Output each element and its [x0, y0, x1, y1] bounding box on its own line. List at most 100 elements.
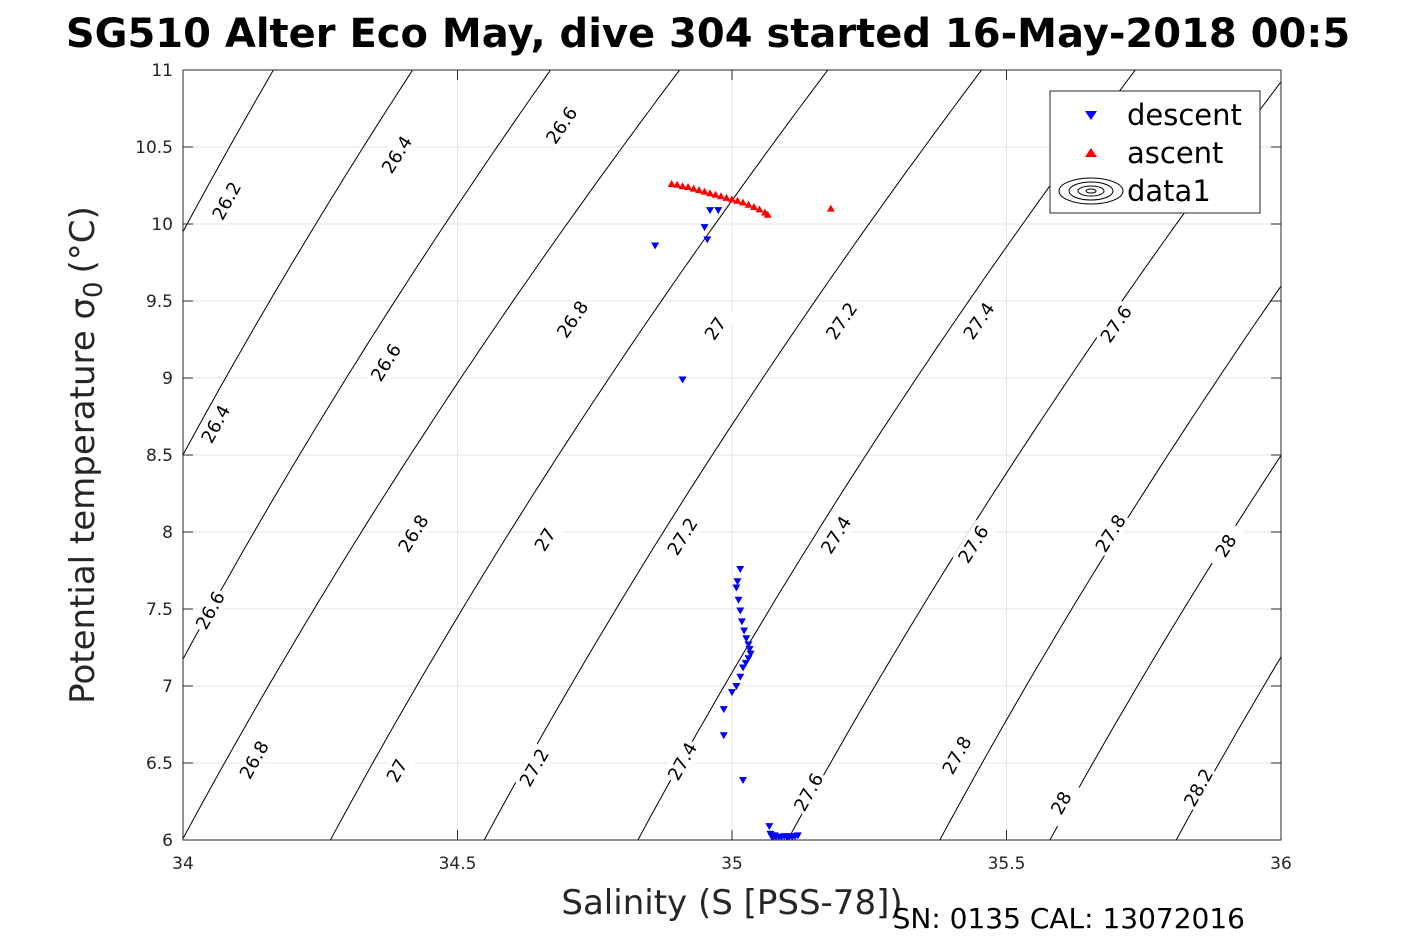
- data-markers: [651, 179, 835, 840]
- descent-marker: [744, 641, 753, 649]
- x-tick-label: 35: [721, 854, 743, 874]
- legend-contour-icon: [1058, 177, 1124, 205]
- y-tick-label: 11: [151, 61, 173, 81]
- contour-label-bg: [820, 296, 864, 346]
- contour-label-bg: [936, 730, 978, 780]
- x-tick-label: 36: [1270, 854, 1292, 874]
- isopycnal-line: [1049, 454, 1281, 840]
- contour-label-bg: [190, 585, 231, 636]
- legend-ascent-label: ascent: [1127, 136, 1223, 170]
- y-tick-label: 9: [162, 369, 173, 389]
- isopycnal-line: [183, 70, 274, 233]
- descent-marker: [742, 635, 751, 643]
- ascent-marker: [733, 196, 742, 204]
- legend-ascent-marker: [1085, 148, 1097, 157]
- descent-marker: [737, 618, 746, 626]
- y-tick-label: 9.5: [146, 292, 173, 312]
- descent-marker: [736, 607, 745, 615]
- y-tick-label: 8: [162, 523, 173, 543]
- contour-label-bg: [376, 130, 419, 180]
- descent-marker: [700, 224, 709, 232]
- descent-marker: [736, 673, 745, 681]
- ascent-marker: [722, 193, 731, 201]
- y-tick-label: 6: [162, 831, 173, 851]
- contour-label-bg: [540, 101, 584, 150]
- y-tick-label: 7.5: [146, 600, 173, 620]
- legend-data1-label: data1: [1127, 174, 1211, 208]
- descent-marker: [741, 659, 750, 667]
- descent-marker: [745, 646, 754, 654]
- isopycnal-line: [483, 70, 983, 840]
- ascent-marker: [755, 205, 764, 213]
- contour-label-bg: [195, 399, 237, 449]
- isopycnal-line: [183, 70, 552, 661]
- descent-marker: [733, 578, 742, 586]
- ascent-marker: [738, 198, 747, 206]
- isopycnal-line: [183, 70, 681, 840]
- ascent-marker: [700, 187, 709, 195]
- isopycnal-line: [329, 70, 829, 840]
- contour-label-bg: [206, 176, 248, 226]
- legend-descent-marker: [1085, 111, 1097, 120]
- chart-title: SG510 Alter Eco May, dive 304 started 16…: [66, 11, 1350, 57]
- isopycnal-line: [939, 285, 1281, 840]
- descent-marker: [732, 584, 741, 592]
- contour-label-bg: [788, 767, 830, 817]
- descent-marker: [732, 683, 741, 690]
- descent-marker: [734, 596, 743, 604]
- descent-marker: [744, 655, 753, 663]
- descent-marker: [728, 689, 736, 697]
- ascent-marker: [684, 183, 693, 191]
- y-tick-label: 8.5: [146, 446, 173, 466]
- ascent-marker: [826, 204, 835, 212]
- contour-label-bg: [234, 735, 275, 785]
- contour-label-bg: [957, 296, 1001, 346]
- contour-label-bg: [1089, 509, 1132, 558]
- contour-label-bg: [694, 304, 738, 354]
- isopycnal-line: [183, 70, 414, 456]
- ascent-marker: [749, 203, 758, 211]
- x-tick-label: 34: [172, 854, 194, 874]
- ascent-marker: [744, 200, 753, 208]
- descent-marker: [746, 650, 755, 658]
- contour-label-bg: [551, 295, 595, 344]
- ascent-marker: [673, 180, 682, 188]
- descent-marker: [770, 832, 779, 840]
- y-tick-label: 10.5: [135, 138, 173, 158]
- descent-marker: [740, 627, 749, 635]
- contour-label-bg: [815, 510, 858, 560]
- y-axis-label: Potential temperature σ0 (°C): [63, 206, 109, 704]
- y-tick-label: 7: [162, 677, 173, 697]
- contour-label-bg: [365, 338, 408, 388]
- descent-marker: [765, 823, 774, 831]
- ascent-marker: [689, 184, 698, 192]
- descent-marker: [678, 376, 687, 384]
- descent-marker: [736, 565, 745, 573]
- descent-marker: [651, 242, 660, 250]
- contour-label-bg: [392, 509, 435, 559]
- contour-label-bg: [514, 743, 555, 793]
- legend: descent ascent data1: [1049, 90, 1261, 214]
- y-axis-label-subscript: 0: [79, 281, 109, 298]
- ascent-marker: [711, 190, 720, 198]
- x-tick-label: 35.5: [988, 854, 1026, 874]
- ascent-marker: [695, 186, 704, 194]
- contour-label-bg: [662, 736, 703, 787]
- ascent-marker: [706, 189, 715, 197]
- descent-marker: [703, 236, 712, 244]
- y-axis-label-unit: (°C): [63, 206, 103, 273]
- y-tick-label: 10: [151, 215, 173, 235]
- isopycnal-line: [637, 70, 1136, 840]
- descent-marker: [719, 732, 728, 740]
- contour-label-bg: [1178, 763, 1220, 813]
- contour-label-bg: [1094, 299, 1138, 349]
- descent-marker: [793, 832, 802, 840]
- contour-label-bg: [376, 746, 418, 796]
- contour-label-bg: [661, 512, 704, 562]
- legend-box: [1049, 90, 1261, 214]
- x-tick-label: 34.5: [439, 854, 477, 874]
- density-contours: [183, 70, 1281, 840]
- contour-label-bg: [524, 515, 567, 565]
- contour-label-bg: [952, 519, 995, 569]
